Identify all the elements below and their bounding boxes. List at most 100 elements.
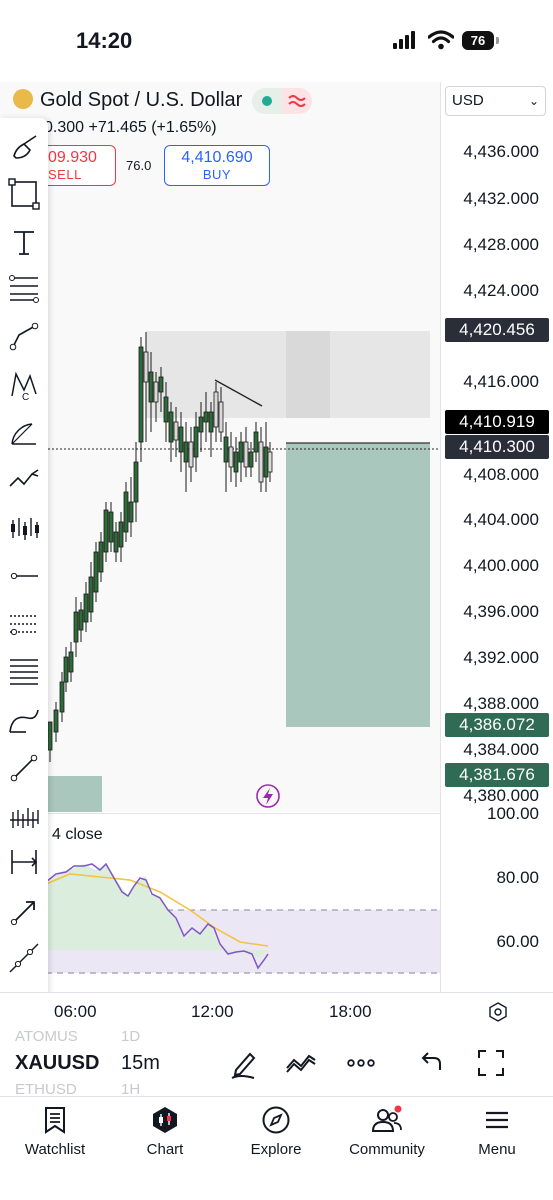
interval-picker[interactable]: 15m (121, 1052, 160, 1074)
candle (253, 431, 259, 453)
nav-label: Explore (250, 1141, 302, 1158)
lightning-icon[interactable] (256, 784, 280, 808)
nav-label: Community (349, 1141, 425, 1158)
chart-settings-icon[interactable] (487, 1001, 509, 1023)
market-open-dot (262, 96, 272, 106)
symbol-title[interactable]: Gold Spot / U.S. Dollar (40, 89, 243, 111)
undo-icon[interactable] (414, 1046, 448, 1080)
candle (263, 446, 269, 478)
currency-select[interactable]: USD ⌄ (445, 86, 546, 116)
price-tick: 4,400.000 (463, 556, 539, 575)
price-scale[interactable]: USD ⌄ 4,436.000 4,432.000 4,428.000 4,424.0… (440, 82, 553, 992)
nav-menu[interactable]: Menu (442, 1105, 552, 1158)
price-tick: 4,432.000 (463, 189, 539, 208)
rsi-tick: 80.00 (496, 868, 539, 887)
sell-price: 09.930 (48, 149, 97, 166)
price-badge: 4,410.919 (445, 410, 549, 434)
candle (238, 441, 244, 463)
price-tick: 4,424.000 (463, 281, 539, 300)
fib-retracement-icon[interactable] (6, 270, 42, 306)
symbol-header: Gold Spot / U.S. Dollar 0.300 +71.465 (+… (0, 86, 440, 186)
extended-line-icon[interactable] (6, 940, 42, 976)
forecast-tool-icon[interactable] (6, 462, 42, 498)
time-label: 12:00 (191, 1002, 234, 1021)
fullscreen-icon[interactable] (474, 1046, 508, 1080)
symbol-picker[interactable]: XAUUSD (15, 1052, 100, 1074)
svg-text:C: C (22, 392, 29, 402)
indicators-icon[interactable] (284, 1046, 318, 1080)
price-tick: 4,416.000 (463, 372, 539, 391)
candle (208, 411, 214, 433)
projection-tool-icon[interactable] (6, 414, 42, 450)
bars-pattern-icon[interactable] (6, 510, 42, 546)
candle (73, 611, 79, 643)
candle (178, 426, 184, 453)
nav-label: Chart (146, 1141, 184, 1158)
nav-explore[interactable]: Explore (221, 1105, 331, 1158)
price-tick: 4,428.000 (463, 235, 539, 254)
currency-value: USD (452, 92, 484, 109)
spread-value: 76.0 (126, 158, 152, 173)
arrow-tool-icon[interactable] (6, 894, 42, 930)
price-badge: 4,381.676 (445, 763, 549, 787)
long-position-icon[interactable] (6, 606, 42, 642)
candle (213, 391, 219, 428)
more-options-icon[interactable] (344, 1046, 378, 1080)
pen-icon[interactable] (226, 1046, 260, 1080)
rectangle-tool-icon[interactable] (6, 176, 42, 212)
sell-button[interactable]: 09.930 SELL (44, 145, 116, 186)
ohlc-values: 0.300 +71.465 (+1.65%) (44, 119, 217, 136)
candle (123, 491, 129, 533)
nav-community[interactable]: Community (332, 1105, 442, 1158)
candle (198, 416, 204, 433)
candle (59, 681, 65, 713)
candle (168, 411, 174, 443)
line-segment-icon[interactable] (6, 750, 42, 786)
rsi-line (45, 862, 269, 970)
horizontal-ray-icon[interactable] (6, 558, 42, 594)
buy-button[interactable]: 4,410.690 BUY (164, 145, 270, 186)
time-axis[interactable]: 06:00 12:00 18:00 (0, 992, 553, 1030)
candle (133, 461, 139, 503)
measure-tool-icon[interactable] (6, 844, 42, 880)
price-tick: 4,408.000 (463, 465, 539, 484)
chart-plot[interactable] (0, 82, 440, 812)
price-tick: 4,384.000 (463, 740, 539, 759)
sell-label: SELL (48, 167, 82, 182)
nav-watchlist[interactable]: Watchlist (0, 1105, 110, 1158)
pattern-tool-icon[interactable]: C (6, 366, 42, 402)
nav-chart[interactable]: Chart (110, 1105, 220, 1158)
pitchfork-icon[interactable] (6, 652, 42, 688)
nav-label: Menu (478, 1141, 516, 1158)
clock: 14:20 (76, 28, 133, 53)
candle (258, 441, 264, 483)
wifi-icon (428, 30, 454, 50)
rsi-pane[interactable]: 4 close (0, 813, 440, 991)
candle (113, 531, 119, 553)
candle (118, 521, 124, 548)
ghost-interval: 1H (121, 1081, 141, 1098)
bottom-navigation: Watchlist Chart Explore Community Menu (0, 1096, 553, 1200)
battery-indicator: 76 (462, 31, 494, 50)
candle (83, 593, 89, 623)
target-zone (286, 443, 430, 727)
candle (158, 376, 164, 393)
community-icon (371, 1105, 402, 1132)
price-badge: 4,386.072 (445, 713, 549, 737)
rsi-ma-line (45, 873, 269, 947)
volume-profile-icon[interactable] (6, 798, 42, 834)
price-tick: 4,392.000 (463, 648, 539, 667)
candle (103, 509, 109, 553)
price-tick: 4,380.000 (463, 786, 539, 805)
text-tool-icon[interactable] (6, 224, 42, 260)
trend-line-tool-icon[interactable] (6, 318, 42, 354)
market-status-toggle[interactable] (252, 88, 312, 114)
range-box-inner (286, 331, 330, 418)
buy-price: 4,410.690 (181, 149, 253, 166)
trend-line (214, 379, 263, 407)
curve-tool-icon[interactable] (6, 702, 42, 738)
candle (243, 441, 249, 468)
brush-tool-icon[interactable] (6, 130, 42, 166)
candle (138, 346, 144, 443)
wave-icon (288, 95, 306, 107)
